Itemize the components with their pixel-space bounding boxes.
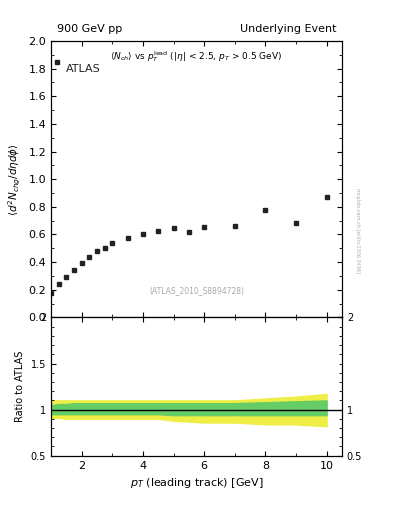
Y-axis label: Ratio to ATLAS: Ratio to ATLAS [15, 351, 25, 422]
X-axis label: $p_T$ (leading track) [GeV]: $p_T$ (leading track) [GeV] [130, 476, 263, 490]
Text: $\langle N_{ch}\rangle$ vs $p_T^{\rm lead}$ ($|\eta|$ < 2.5, $p_T$ > 0.5 GeV): $\langle N_{ch}\rangle$ vs $p_T^{\rm lea… [110, 49, 283, 64]
Text: mcplots.cern.ch [arXiv:1306.3436]: mcplots.cern.ch [arXiv:1306.3436] [355, 188, 360, 273]
Text: ATLAS: ATLAS [66, 65, 101, 74]
Text: 900 GeV pp: 900 GeV pp [57, 24, 122, 34]
Text: Underlying Event: Underlying Event [240, 24, 336, 34]
Y-axis label: $\langle d^2 N_{chg}/d\eta d\phi \rangle$: $\langle d^2 N_{chg}/d\eta d\phi \rangle… [7, 143, 23, 216]
Text: (ATLAS_2010_S8894728): (ATLAS_2010_S8894728) [149, 286, 244, 295]
